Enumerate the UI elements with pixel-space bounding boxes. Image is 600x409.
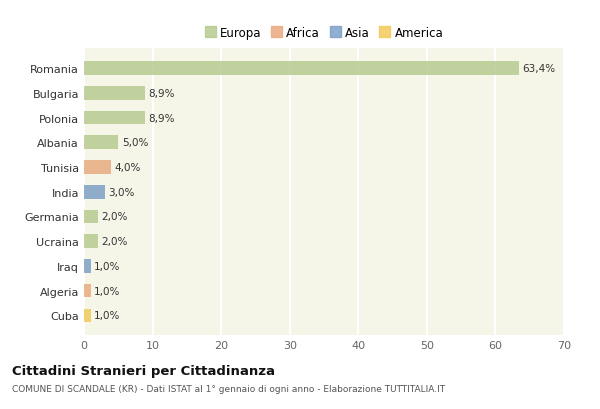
Text: 8,9%: 8,9% bbox=[148, 113, 175, 123]
Bar bbox=[84, 259, 91, 273]
Text: 3,0%: 3,0% bbox=[108, 187, 134, 197]
Text: 5,0%: 5,0% bbox=[122, 138, 148, 148]
Bar bbox=[84, 309, 91, 322]
Text: 1,0%: 1,0% bbox=[94, 286, 121, 296]
Bar bbox=[84, 62, 519, 76]
Bar bbox=[84, 111, 145, 125]
Text: COMUNE DI SCANDALE (KR) - Dati ISTAT al 1° gennaio di ogni anno - Elaborazione T: COMUNE DI SCANDALE (KR) - Dati ISTAT al … bbox=[12, 384, 445, 393]
Bar bbox=[84, 185, 104, 199]
Bar bbox=[84, 210, 98, 224]
Bar bbox=[84, 284, 91, 298]
Text: 2,0%: 2,0% bbox=[101, 236, 128, 247]
Bar bbox=[84, 235, 98, 248]
Text: 63,4%: 63,4% bbox=[522, 64, 555, 74]
Text: 1,0%: 1,0% bbox=[94, 310, 121, 321]
Text: 8,9%: 8,9% bbox=[148, 89, 175, 99]
Legend: Europa, Africa, Asia, America: Europa, Africa, Asia, America bbox=[201, 23, 447, 43]
Bar bbox=[84, 87, 145, 100]
Bar bbox=[84, 161, 112, 174]
Text: 4,0%: 4,0% bbox=[115, 162, 141, 173]
Text: 1,0%: 1,0% bbox=[94, 261, 121, 271]
Text: Cittadini Stranieri per Cittadinanza: Cittadini Stranieri per Cittadinanza bbox=[12, 364, 275, 377]
Text: 2,0%: 2,0% bbox=[101, 212, 128, 222]
Bar bbox=[84, 136, 118, 150]
